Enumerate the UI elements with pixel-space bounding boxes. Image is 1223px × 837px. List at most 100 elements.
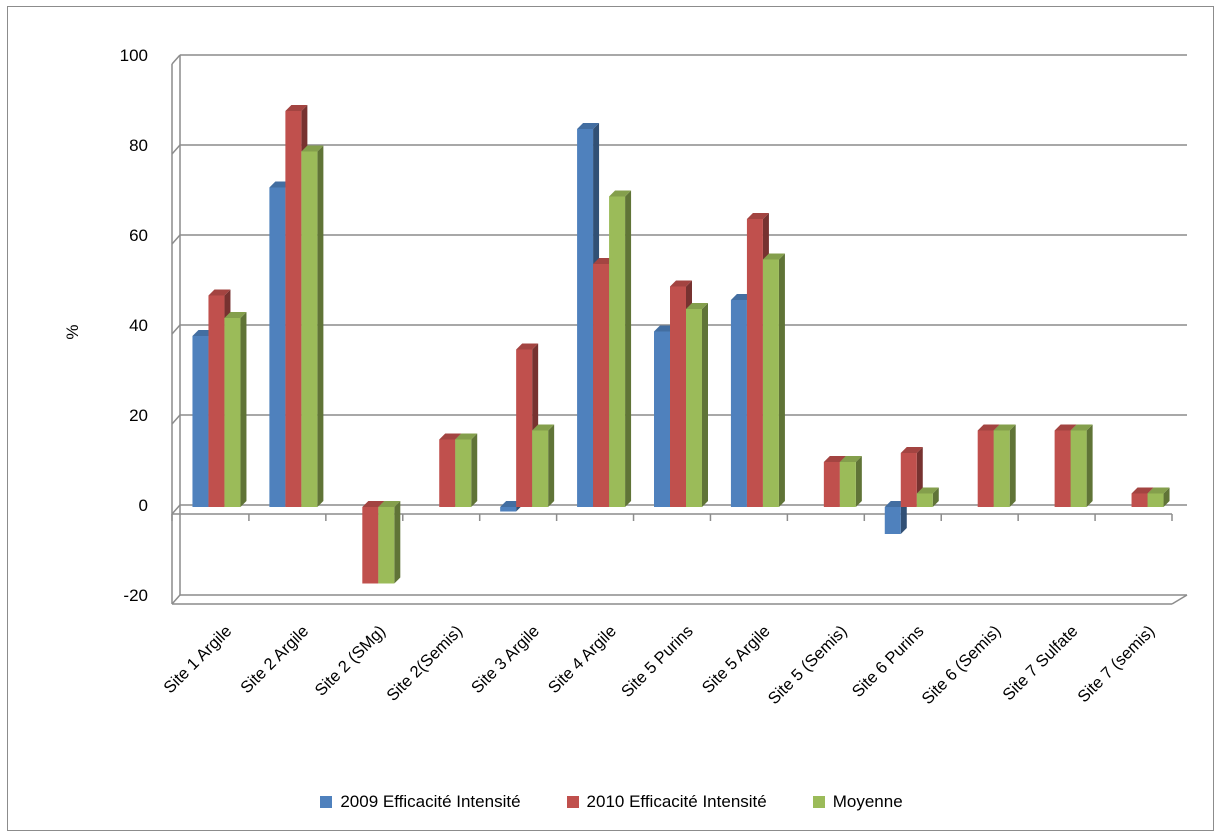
bar-top (301, 145, 324, 152)
bar-side (855, 456, 862, 507)
gridline-side (171, 504, 181, 515)
x-tick-label: Site 2 Argile (237, 622, 312, 697)
legend-item: 2010 Efficacité Intensité (566, 792, 767, 812)
bar-front (455, 439, 472, 507)
legend-swatch (812, 796, 825, 808)
y-tick-label: 0 (139, 496, 148, 515)
bar-front (609, 196, 626, 507)
y-axis-label: % (63, 324, 82, 339)
bar-side (1163, 487, 1170, 507)
bar-top (670, 280, 692, 287)
bar-top (208, 289, 231, 296)
bar-side (548, 424, 555, 507)
y-tick-label: -20 (123, 586, 148, 605)
bar-top (378, 501, 401, 507)
bar-side (1009, 424, 1016, 507)
bar-side (778, 253, 785, 507)
bar-front (916, 493, 933, 507)
y-tick-label: 80 (129, 136, 148, 155)
bar (1147, 487, 1170, 507)
bar-front (593, 264, 610, 507)
x-tick-label: Site 2(Semis) (383, 622, 466, 705)
bar (839, 456, 862, 507)
bar (1070, 424, 1093, 507)
y-tick-label: 60 (129, 226, 148, 245)
bar (916, 487, 939, 507)
legend-label: 2010 Efficacité Intensité (586, 792, 767, 811)
bar (532, 424, 555, 507)
bar-front (285, 111, 302, 507)
bar-side (625, 190, 632, 507)
bar-front (730, 300, 747, 507)
gridline-side (171, 234, 181, 245)
bar-top (285, 105, 308, 111)
bar-top (686, 303, 708, 309)
bar-side (932, 487, 939, 507)
x-tick-label: Site 6 Purins (849, 622, 928, 701)
bar (378, 501, 401, 584)
bar-top (1131, 487, 1154, 494)
x-tick-label: Site 3 Argile (468, 622, 543, 697)
bar-top (746, 213, 769, 219)
legend-swatch (320, 796, 333, 808)
gridline-side (171, 414, 181, 425)
bars (192, 105, 1170, 584)
bar-side (900, 501, 907, 534)
bar-front (654, 331, 670, 507)
x-tick-label: Site 4 Argile (545, 622, 620, 697)
bar-front (500, 507, 517, 512)
bar-front (839, 462, 856, 507)
bar (455, 433, 478, 507)
bar (686, 303, 708, 507)
bar-front (208, 295, 225, 507)
bar-front (1131, 493, 1148, 507)
legend-item: Moyenne (812, 792, 903, 812)
bar-front (378, 507, 395, 584)
bar-top (516, 343, 539, 350)
bar-top (577, 123, 600, 129)
bar-top (900, 447, 923, 453)
bar (993, 424, 1016, 507)
bar-top (993, 424, 1016, 431)
floor-edge-side (1171, 594, 1188, 605)
bar-front (532, 430, 549, 507)
legend-label: Moyenne (832, 792, 903, 811)
bar-top (1054, 424, 1077, 431)
bar-top (762, 253, 785, 260)
x-tick-label: Site 5 Purins (618, 622, 697, 701)
legend-swatch (566, 796, 579, 808)
x-tick-label: Site 5 Argile (699, 622, 774, 697)
bar-side (471, 433, 478, 507)
gridline-side (171, 144, 181, 155)
gridline-side (171, 324, 181, 335)
bar-side (317, 145, 324, 507)
bar-front (884, 507, 901, 534)
bar-top (977, 424, 1000, 431)
bar (609, 190, 632, 507)
y-tick-label: 40 (129, 316, 148, 335)
bar-front (577, 129, 594, 507)
y-axis-ticks: -20 0 20 40 60 80 100 (120, 46, 148, 605)
bar-front (977, 430, 994, 507)
bar-top (439, 433, 462, 440)
gridline-side (171, 594, 181, 605)
bar-top (532, 424, 555, 431)
y-tick-label: 100 (120, 46, 148, 65)
bar (301, 145, 324, 507)
bar-front (900, 453, 917, 507)
legend: 2009 Efficacité Intensité 2010 Efficacité… (0, 788, 1223, 816)
bar-top (362, 501, 385, 507)
bar-front (269, 187, 286, 507)
bar-side (1086, 424, 1093, 507)
bar-front (1070, 430, 1087, 507)
bar-front (224, 318, 241, 507)
bar-top (224, 312, 247, 318)
bar-front (993, 430, 1010, 507)
bar-top (1070, 424, 1093, 431)
bar (224, 312, 247, 507)
bar-top (1147, 487, 1170, 494)
bar-front (301, 151, 318, 507)
bar (762, 253, 785, 507)
bar-top (455, 433, 478, 440)
